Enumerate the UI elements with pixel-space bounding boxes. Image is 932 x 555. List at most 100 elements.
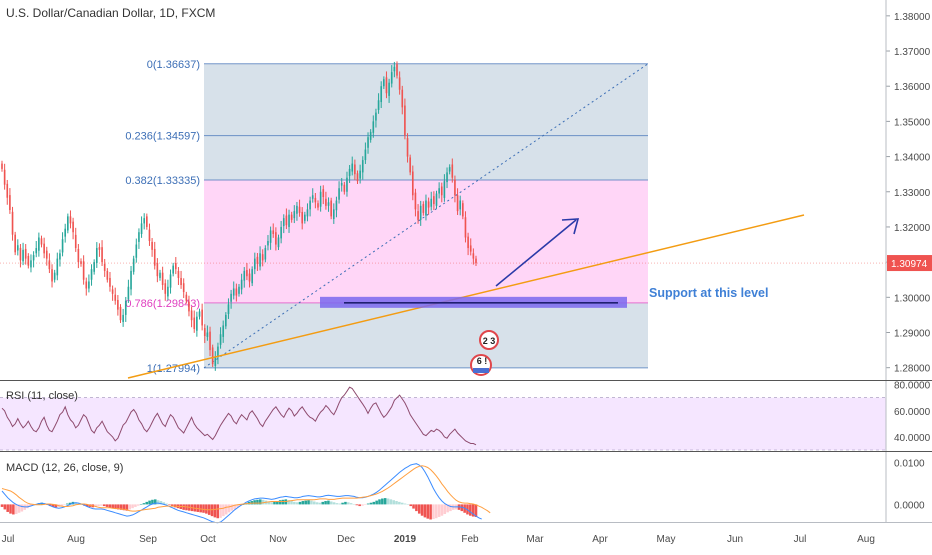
candle-body: [35, 248, 38, 254]
macd-histogram-bar: [417, 504, 421, 514]
rsi-line: [1, 386, 477, 446]
candle-body: [61, 239, 64, 253]
candle-body: [296, 205, 298, 214]
candle-body: [119, 306, 122, 321]
candle-body: [414, 192, 417, 210]
macd-histogram-bar: [324, 501, 327, 505]
macd-histogram-bar: [395, 501, 398, 505]
macd-histogram-bar: [403, 503, 407, 505]
fib-level-label: 0.786(1.29843): [125, 298, 200, 310]
macd-histogram-bar: [338, 503, 342, 505]
price-tick-label: 1.34000: [894, 153, 931, 164]
support-annotation: Support at this level: [649, 286, 768, 300]
event-badge-us[interactable]: 6 !: [470, 354, 492, 376]
macd-histogram-bar: [148, 500, 151, 505]
candle-body: [230, 293, 232, 302]
macd-histogram-bar: [102, 504, 106, 507]
candle-body: [285, 215, 288, 226]
candle-body: [280, 226, 282, 239]
candle-body: [101, 247, 103, 263]
candle-body: [417, 211, 419, 220]
candle-body: [206, 332, 209, 337]
projection-arrow[interactable]: [495, 219, 577, 287]
macd-tick-label: 0.0100: [894, 458, 925, 469]
candle-body: [117, 299, 119, 310]
price-tick-label: 1.35000: [894, 117, 931, 128]
price-tick-label: 1.37000: [894, 47, 931, 58]
macd-histogram-bar: [241, 504, 245, 505]
candle-body: [256, 256, 259, 264]
price-pane[interactable]: 0(1.36637) 0.236(1.34597) 0.382(1.33335) 0.…: [0, 12, 932, 379]
macd-histogram-bar: [426, 504, 430, 519]
candle-body: [354, 164, 356, 175]
candle-body: [330, 200, 332, 217]
macd-histogram-bar: [301, 501, 305, 505]
candle-body: [472, 253, 475, 259]
candle-body: [111, 289, 114, 294]
macd-histogram-bar: [77, 503, 80, 505]
candle-body: [64, 228, 67, 237]
macd-pane[interactable]: 0.0100 0.0000: [0, 458, 925, 524]
candle-body: [172, 265, 174, 274]
candle-body: [311, 195, 314, 199]
macd-histogram-bar: [318, 502, 322, 505]
candle-body: [127, 286, 130, 300]
candle-body: [433, 196, 435, 205]
macd-histogram-bar: [239, 504, 242, 506]
candle-body: [169, 274, 172, 288]
macd-histogram-bar: [295, 502, 299, 505]
macd-histogram-bar: [406, 504, 410, 505]
candle-body: [383, 79, 385, 87]
fib-zone-bottom: [204, 302, 648, 368]
macd-histogram-bar: [327, 500, 330, 505]
candle-body: [106, 270, 109, 280]
candle-body: [217, 346, 219, 358]
macd-histogram-bar: [105, 504, 109, 507]
macd-histogram-bar: [355, 504, 359, 506]
macd-histogram-bar: [276, 501, 279, 505]
macd-histogram-bar: [298, 501, 302, 505]
candle-body: [67, 216, 69, 231]
macd-histogram-bar: [139, 504, 143, 505]
macd-tick-label: 0.0000: [894, 500, 925, 511]
macd-histogram-bar: [63, 504, 66, 505]
candle-body: [404, 105, 406, 136]
macd-histogram-bar: [60, 504, 63, 507]
candle-body: [243, 270, 246, 281]
candle-body: [24, 248, 27, 259]
signal-line: [1, 465, 491, 514]
macd-histogram-bar: [469, 504, 472, 516]
time-tick-label: Nov: [269, 534, 287, 545]
rsi-pane[interactable]: 80.0000 60.0000 40.0000: [0, 381, 931, 451]
candle-body: [464, 217, 467, 238]
time-tick-label: Aug: [67, 534, 85, 545]
macd-histogram-bar: [100, 504, 103, 506]
macd-histogram-bar: [474, 504, 478, 517]
candle-body: [427, 201, 430, 208]
candle-body: [151, 241, 153, 250]
macd-histogram-bar: [273, 501, 276, 505]
macd-histogram-bar: [9, 504, 12, 514]
macd-histogram-bar: [361, 504, 364, 506]
ascending-trendline[interactable]: [127, 214, 805, 379]
candle-body: [203, 328, 206, 337]
candle-body: [85, 281, 88, 289]
candle-body: [356, 173, 359, 182]
candle-body: [82, 261, 85, 280]
macd-histogram-bar: [54, 504, 58, 508]
macd-histogram-bar: [312, 501, 316, 505]
candle-body: [19, 247, 22, 261]
candle-body: [227, 304, 230, 315]
candle-body: [380, 86, 383, 103]
candle-body: [56, 258, 59, 276]
candle-body: [88, 281, 90, 289]
event-badge-canada[interactable]: 2 3: [479, 330, 499, 350]
macd-histogram-bar: [125, 504, 129, 511]
macd-histogram-bar: [400, 502, 404, 505]
candle-body: [264, 248, 267, 260]
candle-body: [340, 182, 343, 186]
candle-body: [225, 314, 227, 327]
macd-histogram-bar: [165, 503, 168, 505]
